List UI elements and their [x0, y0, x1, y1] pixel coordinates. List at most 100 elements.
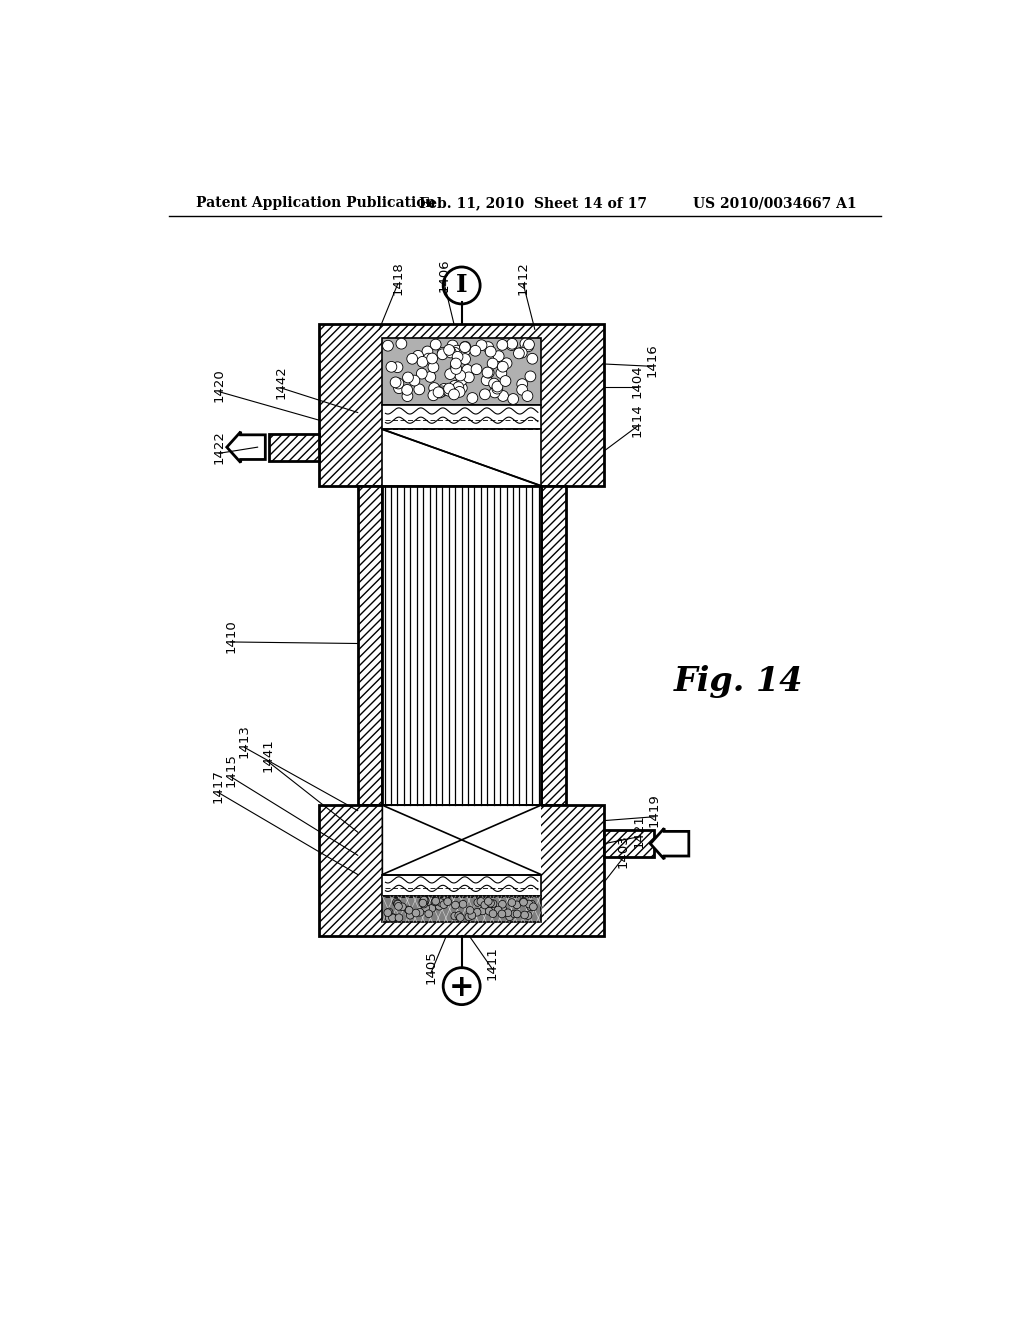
- Polygon shape: [382, 805, 541, 875]
- Circle shape: [432, 898, 439, 906]
- Circle shape: [489, 909, 497, 917]
- Circle shape: [499, 900, 506, 908]
- Circle shape: [425, 909, 432, 917]
- Circle shape: [437, 899, 444, 907]
- Circle shape: [396, 338, 407, 348]
- Circle shape: [445, 347, 456, 358]
- Text: +: +: [449, 973, 474, 1002]
- Circle shape: [499, 906, 507, 913]
- Text: 1412: 1412: [517, 261, 529, 294]
- Circle shape: [433, 387, 444, 397]
- Circle shape: [495, 906, 502, 913]
- Circle shape: [393, 378, 403, 389]
- Circle shape: [455, 370, 466, 381]
- Circle shape: [447, 341, 458, 351]
- Circle shape: [455, 912, 463, 920]
- Circle shape: [523, 339, 535, 350]
- Circle shape: [394, 903, 402, 911]
- Circle shape: [527, 900, 536, 908]
- Circle shape: [384, 908, 391, 916]
- Circle shape: [464, 372, 474, 383]
- Circle shape: [417, 356, 428, 367]
- Circle shape: [402, 391, 413, 401]
- Circle shape: [416, 908, 424, 916]
- Circle shape: [457, 383, 467, 393]
- Circle shape: [457, 375, 467, 385]
- Circle shape: [486, 899, 495, 907]
- Circle shape: [455, 387, 465, 397]
- Bar: [382, 429, 541, 486]
- FancyArrow shape: [650, 829, 689, 859]
- Circle shape: [404, 906, 412, 913]
- Text: 1405: 1405: [424, 950, 437, 983]
- Circle shape: [412, 909, 420, 917]
- Circle shape: [422, 346, 433, 356]
- Circle shape: [500, 376, 511, 387]
- Circle shape: [450, 380, 460, 391]
- Circle shape: [450, 347, 460, 358]
- Circle shape: [413, 350, 423, 362]
- Circle shape: [467, 392, 478, 404]
- Bar: [541, 486, 565, 805]
- Circle shape: [492, 381, 503, 392]
- Circle shape: [506, 339, 517, 351]
- Circle shape: [409, 375, 420, 385]
- Text: 1419: 1419: [647, 793, 660, 828]
- Circle shape: [406, 907, 413, 915]
- Circle shape: [401, 384, 413, 395]
- Circle shape: [407, 354, 418, 364]
- Bar: [319, 805, 604, 936]
- Circle shape: [479, 389, 490, 400]
- Circle shape: [527, 354, 538, 364]
- Circle shape: [395, 913, 402, 921]
- Circle shape: [414, 384, 425, 395]
- Circle shape: [496, 368, 507, 379]
- Bar: [382, 405, 541, 429]
- Circle shape: [474, 899, 481, 907]
- Circle shape: [501, 358, 512, 368]
- Circle shape: [425, 371, 436, 383]
- Circle shape: [451, 912, 459, 920]
- Bar: [382, 896, 541, 923]
- Circle shape: [492, 383, 503, 393]
- Circle shape: [429, 383, 439, 393]
- Circle shape: [504, 909, 512, 916]
- Circle shape: [419, 898, 427, 906]
- Circle shape: [498, 391, 509, 401]
- Circle shape: [460, 342, 471, 352]
- Circle shape: [435, 903, 443, 909]
- Circle shape: [389, 913, 396, 921]
- Text: 1441: 1441: [261, 738, 274, 772]
- Circle shape: [487, 358, 498, 368]
- Text: Feb. 11, 2010  Sheet 14 of 17: Feb. 11, 2010 Sheet 14 of 17: [419, 197, 647, 210]
- Circle shape: [443, 385, 455, 396]
- Circle shape: [471, 364, 482, 375]
- Text: 1413: 1413: [238, 725, 251, 758]
- Text: 1410: 1410: [224, 619, 238, 652]
- Circle shape: [437, 347, 449, 358]
- Circle shape: [525, 371, 536, 381]
- Circle shape: [383, 341, 393, 351]
- Circle shape: [507, 338, 517, 350]
- Circle shape: [439, 900, 446, 907]
- Text: 1416: 1416: [645, 343, 658, 378]
- Circle shape: [451, 358, 461, 368]
- Circle shape: [513, 902, 521, 908]
- Circle shape: [421, 899, 428, 907]
- Circle shape: [423, 354, 434, 364]
- Bar: [382, 486, 541, 805]
- Circle shape: [482, 367, 493, 378]
- Circle shape: [517, 379, 527, 389]
- Circle shape: [428, 904, 436, 912]
- Circle shape: [489, 387, 500, 397]
- Circle shape: [427, 352, 437, 364]
- Text: I: I: [456, 273, 468, 297]
- Circle shape: [517, 384, 527, 395]
- Circle shape: [419, 899, 427, 907]
- Circle shape: [428, 362, 439, 372]
- Bar: [382, 486, 541, 805]
- Circle shape: [519, 898, 527, 906]
- Text: 1415: 1415: [224, 754, 238, 788]
- Circle shape: [520, 338, 530, 348]
- Circle shape: [417, 368, 427, 379]
